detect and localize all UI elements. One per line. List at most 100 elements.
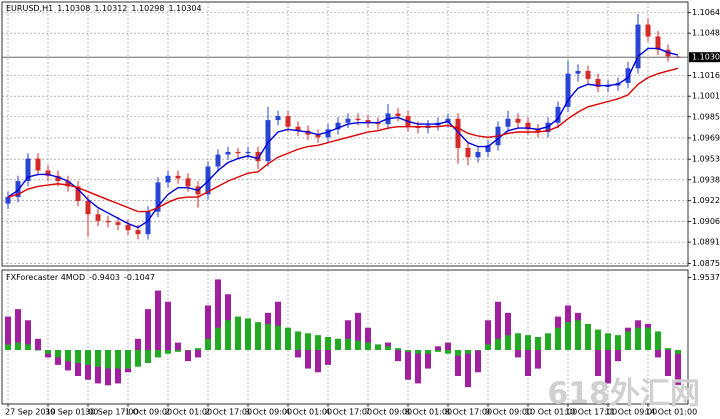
histogram-bar [345,320,351,350]
histogram-bar [325,350,331,365]
candle-body [105,220,111,223]
x-tick-label: 2 Oct 01:00 [165,408,212,417]
candle-body [125,224,131,231]
candle-body [175,175,181,179]
indicator-value: -0.1047 [124,273,155,282]
histogram-bar [435,346,441,350]
histogram-bar [445,342,451,350]
candle-body [505,118,511,127]
histogram-bar [15,342,21,350]
candle-body [625,68,631,83]
histogram-bar [75,350,81,363]
histogram-bar [595,350,601,376]
candle-body [165,175,171,183]
histogram-bar [245,318,251,350]
y-tick-label: 1.10640 [692,8,720,17]
histogram-bar [155,350,161,358]
candle-body [225,151,231,155]
x-tick-label: 9 Oct 09:00 [485,408,532,417]
histogram-bar [505,335,511,350]
histogram-bar [595,329,601,350]
indicator-title: FXForecaster 4MOD [6,273,85,282]
histogram-bar [5,344,11,350]
histogram-bar [205,305,211,350]
histogram-bar [45,350,51,354]
y-tick-label: 1.09855 [692,112,720,121]
candle-body [485,145,491,152]
histogram-bar [535,350,541,369]
candle-body [185,178,191,187]
candle-body [515,118,521,123]
histogram-bar [105,350,111,369]
indicator-header: FXForecaster 4MOD -0.9403 -0.1047 [6,273,155,282]
histogram-bar [655,350,661,358]
ohlc-high: 1.10312 [94,4,127,13]
y-tick-label: 1.08910 [692,238,720,247]
candle-body [245,151,251,154]
candle-body [475,151,481,158]
histogram-bar [165,350,171,354]
histogram-bar [205,338,211,350]
candle-body [655,36,661,50]
x-tick-label: 4 Oct 17:00 [325,408,372,417]
histogram-bar [315,335,321,350]
watermark: 618外汇网 [547,377,700,412]
histogram-bar [355,312,361,350]
histogram-bar [485,320,491,350]
histogram-bar [525,335,531,350]
histogram-bar [175,350,181,352]
histogram-bar [215,327,221,350]
histogram-bar [435,350,441,352]
histogram-bar [65,350,71,362]
histogram-bar [615,350,621,362]
histogram-bar [565,322,571,350]
candle-body [265,120,271,162]
candle-body [565,73,571,107]
x-tick-label: 10 Oct 17:00 [565,408,617,417]
histogram-bar [425,350,431,369]
candle-body [35,158,41,171]
x-tick-label: 10 Oct 01:00 [525,408,577,417]
candle-body [135,230,141,235]
histogram-bar [175,342,181,350]
candle-body [145,211,151,235]
histogram-bar [185,350,191,362]
price-pane [1,1,689,267]
candle-body [75,186,81,201]
y-tick-label: 1.09535 [692,155,720,164]
histogram-bar [465,350,471,388]
candle-body [585,70,591,79]
histogram-bar [365,327,371,350]
histogram-bar [575,320,581,350]
histogram-bar [515,333,521,350]
histogram-bar [535,337,541,350]
histogram-bar [295,350,301,358]
candle-body [295,126,301,131]
histogram-bar [375,344,381,350]
histogram-bar [125,350,131,369]
histogram-bar [255,322,261,350]
histogram-bar [305,333,311,350]
histogram-bar [195,348,201,350]
candle-body [325,129,331,138]
ohlc-open: 1.10308 [57,4,90,13]
histogram-bar [135,338,141,350]
histogram-bar [475,350,481,373]
y-tick-label: 1.10010 [692,92,720,101]
candle-body [575,70,581,74]
histogram-bar [605,333,611,350]
histogram-bar [135,350,141,367]
histogram-bar [25,320,31,350]
histogram-bar [395,350,401,362]
candle-body [275,116,281,121]
candle-body [595,78,601,87]
histogram-bar [505,312,511,350]
histogram-bar [145,309,151,350]
histogram-bar [635,327,641,350]
histogram-bar [585,324,591,350]
candle-body [555,106,561,123]
histogram-bar [235,316,241,350]
histogram-bar [295,331,301,350]
histogram-bar [525,350,531,376]
histogram-bar [415,350,421,384]
